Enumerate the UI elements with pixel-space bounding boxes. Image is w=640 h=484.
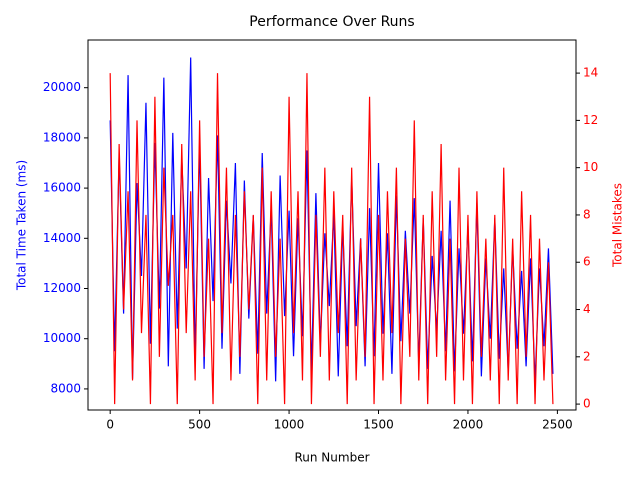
y2-tick-label: 12 [583, 113, 598, 127]
chart-title: Performance Over Runs [249, 14, 414, 30]
y2-tick-label: 6 [583, 255, 591, 269]
y-tick-label: 20000 [43, 80, 81, 94]
x-tick-label: 0 [106, 418, 114, 432]
y-tick-label: 10000 [43, 331, 81, 345]
y-tick-label: 8000 [50, 381, 81, 395]
y-tick-label: 18000 [43, 130, 81, 144]
y-tick-label: 12000 [43, 281, 81, 295]
x-tick-label: 1000 [274, 418, 305, 432]
y-tick-label: 16000 [43, 181, 81, 195]
x-axis-label: Run Number [294, 451, 369, 465]
x-tick-label: 1500 [363, 418, 394, 432]
series-line [109, 57, 554, 382]
y2-tick-label: 8 [583, 207, 591, 221]
y-tick-label: 14000 [43, 231, 81, 245]
x-tick-label: 500 [188, 418, 211, 432]
y2-tick-label: 14 [583, 66, 598, 80]
y-axis-label: Total Time Taken (ms) [15, 160, 29, 291]
y2-axis-label: Total Mistakes [611, 183, 625, 268]
x-tick-label: 2500 [542, 418, 573, 432]
plot-frame [87, 39, 577, 411]
y2-tick-label: 2 [583, 349, 591, 363]
y2-tick-label: 4 [583, 302, 591, 316]
y2-tick-label: 10 [583, 160, 598, 174]
x-tick-label: 2000 [453, 418, 484, 432]
y2-tick-label: 0 [583, 397, 591, 411]
series-line [109, 73, 554, 405]
